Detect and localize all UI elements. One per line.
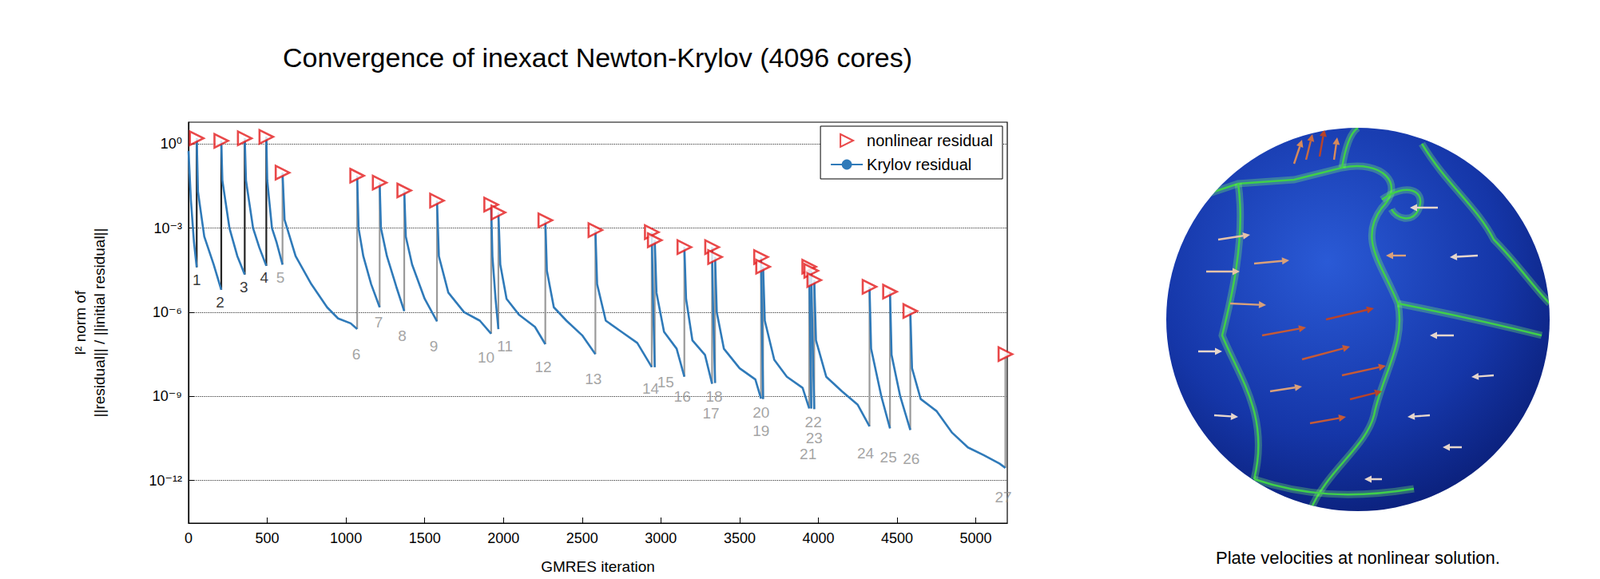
- svg-text:4500: 4500: [881, 530, 914, 547]
- svg-text:1500: 1500: [408, 530, 441, 547]
- svg-text:12: 12: [535, 358, 552, 376]
- svg-text:15: 15: [657, 373, 675, 391]
- svg-text:GMRES iteration: GMRES iteration: [540, 558, 656, 576]
- svg-text:2500: 2500: [566, 530, 599, 547]
- svg-text:25: 25: [880, 448, 898, 466]
- svg-text:23: 23: [805, 429, 823, 447]
- svg-text:10⁻¹²: 10⁻¹²: [148, 472, 183, 489]
- svg-text:20: 20: [752, 404, 770, 421]
- svg-text:10⁻⁹: 10⁻⁹: [152, 388, 183, 405]
- svg-text:2000: 2000: [487, 530, 520, 547]
- svg-text:10⁻⁶: 10⁻⁶: [152, 304, 183, 321]
- svg-text:11: 11: [496, 337, 513, 355]
- svg-text:Krylov residual: Krylov residual: [866, 155, 972, 174]
- svg-text:||residual|| / ||initial resid: ||residual|| / ||initial residual||: [91, 228, 108, 418]
- svg-text:5000: 5000: [960, 530, 993, 547]
- svg-text:4: 4: [260, 269, 270, 286]
- svg-text:8: 8: [397, 327, 407, 345]
- svg-text:500: 500: [255, 530, 280, 547]
- svg-text:1: 1: [192, 271, 202, 289]
- svg-text:nonlinear residual: nonlinear residual: [866, 131, 993, 150]
- svg-text:l² norm of: l² norm of: [71, 289, 89, 355]
- svg-text:14: 14: [642, 380, 660, 398]
- svg-text:3: 3: [239, 278, 249, 296]
- svg-text:21: 21: [799, 445, 817, 463]
- svg-text:10⁰: 10⁰: [160, 135, 183, 152]
- svg-text:24: 24: [857, 444, 875, 462]
- svg-text:1000: 1000: [329, 530, 362, 547]
- svg-text:16: 16: [674, 388, 691, 405]
- svg-text:3500: 3500: [723, 530, 756, 547]
- svg-text:0: 0: [184, 530, 193, 547]
- svg-text:10: 10: [477, 349, 495, 366]
- svg-text:9: 9: [429, 337, 439, 355]
- svg-text:27: 27: [995, 488, 1013, 506]
- svg-text:18: 18: [705, 388, 723, 405]
- svg-text:Plate velocities at nonlinear: Plate velocities at nonlinear solution.: [1215, 547, 1501, 568]
- svg-text:19: 19: [752, 422, 770, 440]
- svg-text:13: 13: [584, 370, 602, 388]
- svg-text:17: 17: [702, 404, 719, 422]
- svg-text:Convergence of inexact Newton-: Convergence of inexact Newton-Krylov (40…: [282, 42, 913, 73]
- svg-text:7: 7: [374, 313, 384, 331]
- svg-text:5: 5: [276, 269, 286, 286]
- svg-text:26: 26: [902, 450, 920, 468]
- svg-text:3000: 3000: [644, 530, 677, 547]
- svg-text:10⁻³: 10⁻³: [153, 220, 183, 237]
- svg-text:2: 2: [215, 293, 225, 311]
- svg-text:6: 6: [352, 345, 362, 363]
- svg-text:4000: 4000: [801, 530, 834, 547]
- svg-text:22: 22: [805, 413, 822, 431]
